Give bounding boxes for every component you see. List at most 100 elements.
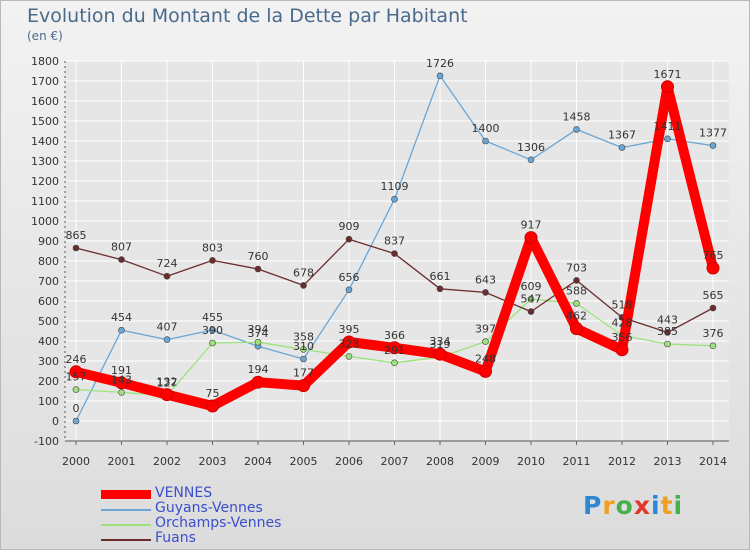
x-tick-label: 2006: [335, 455, 363, 468]
data-point: [664, 135, 671, 143]
legend: VENNES Guyans-Vennes Orchamps-Vennes Fuans: [101, 485, 361, 547]
proxiti-logo: Proxiti: [583, 491, 684, 520]
data-point: [618, 144, 626, 151]
data-point: [115, 376, 128, 390]
x-tick-label: 2008: [426, 455, 454, 468]
y-tick-label: 0: [52, 415, 59, 428]
data-label: 547: [521, 293, 542, 306]
data-point: [209, 339, 216, 347]
data-label: 865: [66, 229, 87, 242]
y-tick-label: 800: [38, 255, 59, 268]
data-point: [163, 336, 171, 343]
data-point: [527, 156, 535, 164]
data-point: [709, 304, 717, 312]
data-label: 454: [111, 311, 132, 324]
data-point: [118, 256, 125, 263]
data-point: [391, 359, 398, 367]
data-label: 157: [66, 371, 87, 384]
data-point: [163, 272, 171, 280]
data-label: 397: [475, 323, 496, 336]
data-label: 588: [566, 284, 587, 297]
chart-unit-label: (en €): [27, 29, 63, 43]
data-label: 917: [521, 219, 542, 232]
y-tick-label: 600: [38, 295, 59, 308]
data-label: 703: [566, 261, 587, 274]
data-label: 656: [339, 271, 360, 284]
y-tick-label: 200: [38, 375, 59, 388]
data-point: [433, 347, 447, 361]
data-label: 319: [430, 338, 451, 351]
data-label: 132: [157, 376, 178, 389]
data-label: 385: [657, 325, 678, 338]
data-label: 1458: [563, 110, 591, 123]
legend-label: Guyans-Vennes: [155, 500, 263, 516]
data-label: 374: [248, 327, 269, 340]
legend-item: Guyans-Vennes: [101, 500, 361, 517]
legend-swatch: [101, 524, 151, 526]
data-point: [300, 282, 307, 289]
x-tick-label: 2000: [62, 455, 90, 468]
y-tick-label: 1000: [31, 215, 59, 228]
data-labels: 246 191 132 75 194 177 395 366 334 248 917 462 356 16…: [66, 57, 728, 415]
data-label: 323: [339, 337, 360, 350]
data-point: [573, 126, 580, 133]
x-tick-label: 2005: [290, 455, 318, 468]
data-point: [300, 346, 307, 353]
data-point: [209, 257, 216, 264]
y-tick-label: 700: [38, 275, 59, 288]
data-point: [388, 341, 401, 355]
data-label: 1726: [426, 57, 454, 70]
data-label: 1411: [654, 120, 682, 133]
data-label: 661: [430, 270, 451, 283]
data-label: 565: [703, 289, 724, 302]
plot-area: [65, 61, 729, 441]
data-label: 760: [248, 250, 269, 263]
data-label: 191: [111, 364, 132, 377]
data-label: 803: [202, 241, 223, 254]
y-tick-label: -100: [34, 435, 59, 448]
legend-swatch: [101, 539, 151, 541]
data-label: 428: [612, 316, 633, 329]
data-label: 194: [248, 363, 269, 376]
data-point: [573, 300, 580, 307]
data-point: [391, 250, 398, 257]
y-tick-label: 1400: [31, 135, 59, 148]
data-label: 1400: [472, 122, 500, 135]
data-label: 765: [703, 249, 724, 262]
x-tick-label: 2009: [472, 455, 500, 468]
y-tick-label: 300: [38, 355, 59, 368]
data-point: [342, 335, 356, 349]
data-label: 310: [293, 340, 314, 353]
data-label: 143: [111, 373, 132, 386]
data-point: [209, 326, 216, 334]
data-label: 127: [157, 377, 178, 390]
x-tick-label: 2003: [199, 455, 227, 468]
y-tick-label: 1300: [31, 155, 59, 168]
data-label: 358: [293, 330, 314, 343]
data-point: [664, 340, 671, 348]
data-point: [709, 342, 717, 350]
data-point: [345, 353, 353, 360]
y-tick-label: 1500: [31, 115, 59, 128]
grid-lines: [65, 60, 729, 442]
data-point: [570, 322, 583, 336]
data-point: [573, 277, 580, 284]
data-label: 0: [73, 402, 80, 415]
data-point: [72, 244, 80, 252]
data-label: 1671: [654, 68, 682, 81]
data-point: [251, 375, 265, 389]
data-point: [482, 137, 489, 145]
legend-label: Fuans: [155, 530, 196, 546]
data-point: [118, 326, 125, 334]
data-point: [72, 417, 80, 425]
data-label: 443: [657, 313, 678, 326]
data-point: [297, 379, 310, 393]
data-point: [345, 235, 353, 243]
y-tick-label: 1800: [31, 55, 59, 68]
data-label: 177: [293, 367, 314, 380]
data-point: [254, 265, 262, 273]
data-label: 455: [202, 311, 223, 324]
data-point: [69, 365, 83, 379]
data-point: [254, 338, 262, 346]
